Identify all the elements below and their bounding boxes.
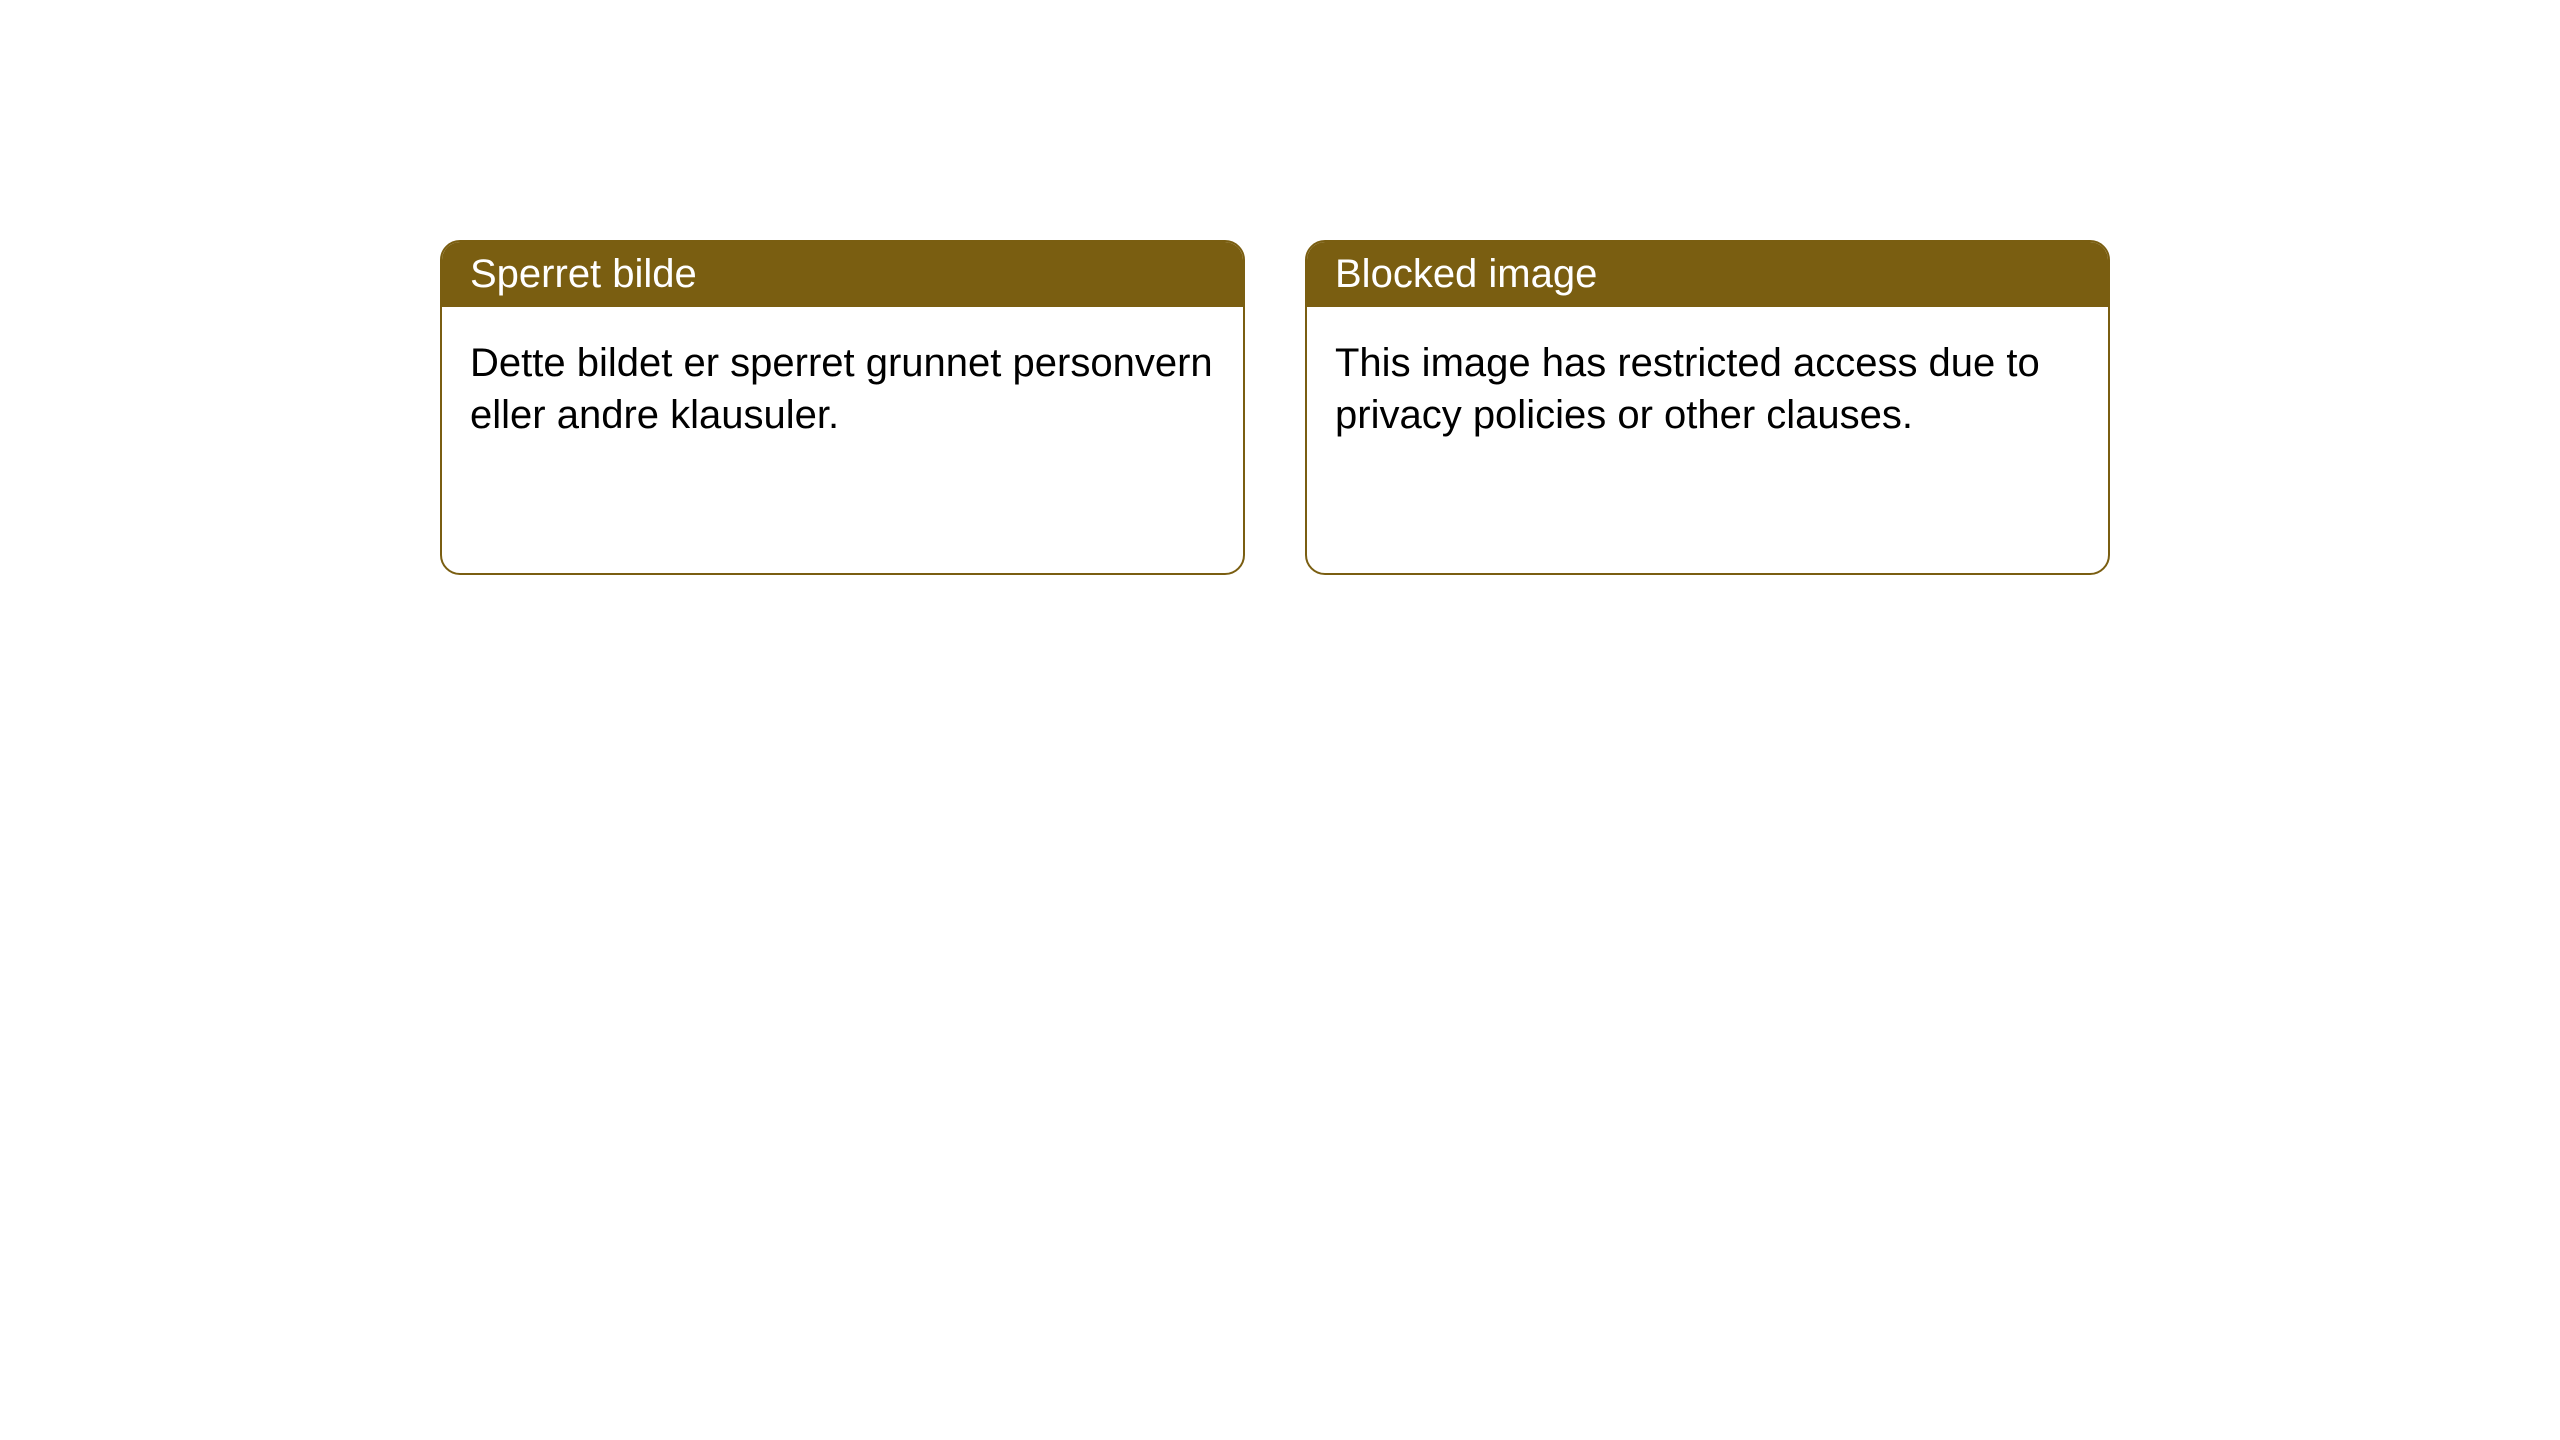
notice-header: Sperret bilde [442,242,1243,307]
notice-title: Sperret bilde [470,252,697,296]
notice-body-text: Dette bildet er sperret grunnet personve… [470,341,1213,437]
notice-header: Blocked image [1307,242,2108,307]
notice-card-norwegian: Sperret bilde Dette bildet er sperret gr… [440,240,1245,575]
notice-body: This image has restricted access due to … [1307,307,2108,471]
notice-body-text: This image has restricted access due to … [1335,341,2040,437]
notice-body: Dette bildet er sperret grunnet personve… [442,307,1243,471]
notice-title: Blocked image [1335,252,1597,296]
notice-card-english: Blocked image This image has restricted … [1305,240,2110,575]
notice-container: Sperret bilde Dette bildet er sperret gr… [0,0,2560,575]
